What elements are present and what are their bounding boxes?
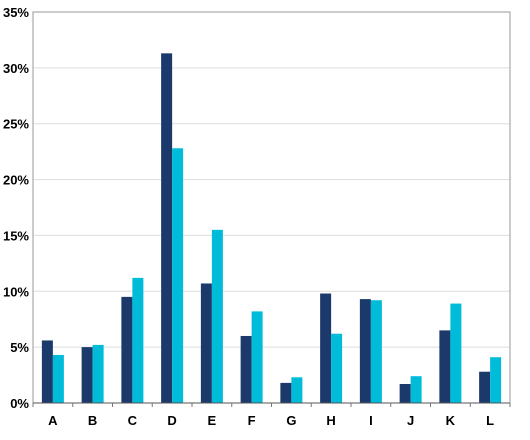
- x-tick-label: H: [326, 413, 335, 428]
- bar-g-series-1: [280, 382, 292, 403]
- bar-a-series-1: [41, 340, 53, 403]
- tick-labels: 0% 5% 10% 15% 20% 25% 30% 35% A B C D E F G H I J K L: [3, 5, 494, 428]
- x-tick-label: A: [48, 413, 58, 428]
- bar-i-series-2: [370, 300, 382, 403]
- bar-k-series-1: [439, 330, 451, 403]
- y-tick-label: 15%: [3, 228, 29, 243]
- bar-d-series-1: [161, 53, 173, 403]
- x-tick-label: C: [128, 413, 138, 428]
- bar-f-series-2: [251, 311, 263, 403]
- y-tick-label: 0%: [10, 396, 29, 411]
- axes: [32, 11, 511, 407]
- y-tick-label: 20%: [3, 173, 29, 188]
- x-tick-label: E: [208, 413, 217, 428]
- bar-a-series-2: [52, 354, 64, 403]
- bar-l-series-1: [479, 371, 491, 403]
- x-tick-label: B: [88, 413, 97, 428]
- x-tick-label: J: [407, 413, 414, 428]
- x-tick-label: L: [486, 413, 494, 428]
- bar-g-series-2: [291, 377, 303, 403]
- y-tick-label: 35%: [3, 5, 29, 20]
- bar-j-series-2: [410, 376, 422, 403]
- bar-l-series-2: [490, 357, 502, 403]
- y-tick-label: 5%: [10, 340, 29, 355]
- bar-i-series-1: [359, 299, 371, 403]
- bar-j-series-1: [399, 384, 411, 403]
- bar-b-series-2: [92, 344, 104, 403]
- y-tick-label: 30%: [3, 61, 29, 76]
- x-tick-label: K: [446, 413, 456, 428]
- bar-b-series-1: [81, 347, 93, 403]
- bars: [41, 53, 502, 403]
- gridlines: [33, 67, 510, 348]
- y-tick-label: 10%: [3, 284, 29, 299]
- bar-c-series-2: [132, 277, 144, 403]
- bar-e-series-2: [211, 229, 223, 403]
- x-tick-label: I: [369, 413, 373, 428]
- bar-c-series-1: [121, 296, 133, 403]
- x-tick-label: G: [286, 413, 296, 428]
- bar-f-series-1: [240, 335, 252, 403]
- bar-k-series-2: [450, 303, 462, 403]
- x-tick-label: D: [167, 413, 176, 428]
- bar-h-series-1: [320, 293, 332, 403]
- y-tick-label: 25%: [3, 117, 29, 132]
- bar-e-series-1: [200, 283, 212, 403]
- bar-h-series-2: [331, 333, 343, 403]
- bar-d-series-2: [172, 148, 184, 403]
- plot-frame: [32, 11, 511, 404]
- x-tick-label: F: [248, 413, 256, 428]
